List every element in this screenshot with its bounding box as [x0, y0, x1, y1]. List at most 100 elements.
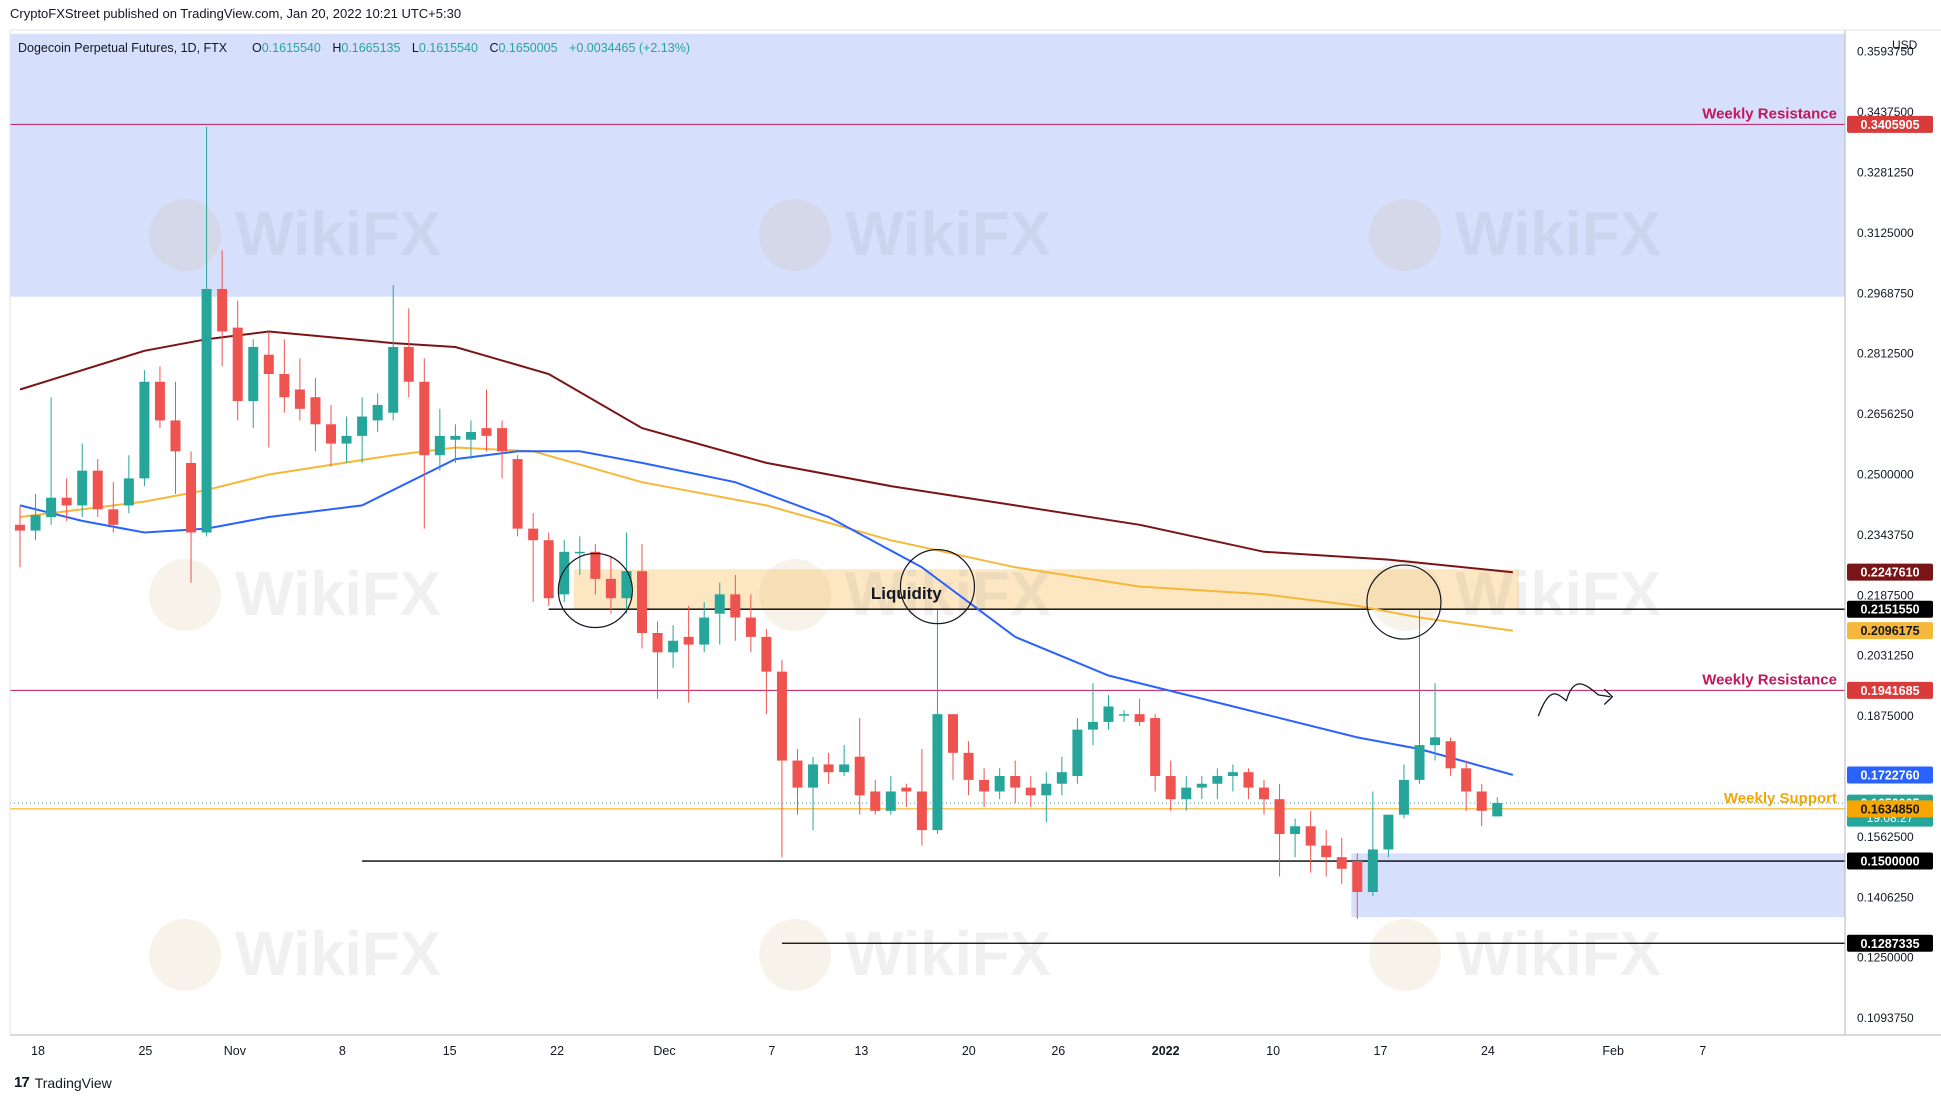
- candle-body: [201, 288, 212, 533]
- watermark-text: WikiFX: [235, 200, 441, 269]
- candle: [1196, 776, 1207, 800]
- candle-body: [263, 354, 274, 375]
- level-label: Weekly Support: [1724, 790, 1837, 807]
- candle: [46, 397, 57, 525]
- candle: [279, 339, 290, 413]
- ohlc-l-label: L: [412, 41, 419, 55]
- wikifx-watermark: WikiFX: [149, 919, 441, 991]
- candle: [808, 756, 819, 831]
- candle: [621, 532, 632, 614]
- candle: [1227, 764, 1238, 792]
- candle: [326, 404, 336, 467]
- candle-body: [1352, 861, 1363, 892]
- candle: [528, 513, 539, 603]
- price-label[interactable]: 0.1287335: [1847, 934, 1933, 952]
- candle-body: [434, 435, 445, 456]
- price-label-text: 0.2247610: [1860, 566, 1919, 580]
- level-label: Weekly Resistance: [1702, 105, 1837, 122]
- price-label[interactable]: 0.1722760: [1847, 766, 1933, 784]
- candle-body: [403, 346, 414, 382]
- candle: [512, 455, 523, 537]
- candle-body: [543, 540, 554, 599]
- candle-body: [1445, 741, 1456, 769]
- candle: [1492, 797, 1503, 817]
- candle: [792, 748, 803, 815]
- candle: [419, 358, 430, 529]
- price-label[interactable]: 0.1634850: [1847, 800, 1933, 818]
- candle-body: [590, 551, 601, 579]
- candle: [403, 308, 414, 398]
- candle: [1072, 718, 1083, 784]
- price-label[interactable]: 0.2151550: [1847, 600, 1933, 618]
- candle-body: [1087, 721, 1098, 730]
- moving-average-line: [19, 446, 1513, 632]
- candle: [1367, 791, 1378, 896]
- candle: [699, 602, 710, 653]
- x-tick-label: 7: [1699, 1044, 1706, 1058]
- candle: [92, 459, 103, 518]
- candle-body: [388, 346, 399, 413]
- liquidity-label: Liquidity: [871, 584, 942, 603]
- candle: [870, 779, 881, 815]
- price-label[interactable]: 0.2247610: [1847, 563, 1933, 581]
- candle-body: [372, 404, 383, 421]
- candle: [357, 397, 368, 463]
- x-tick-label: 15: [443, 1044, 457, 1058]
- candle-body: [186, 462, 197, 533]
- candle-body: [994, 776, 1005, 792]
- x-tick-label: 18: [31, 1044, 45, 1058]
- price-label-bg: [1847, 800, 1933, 818]
- tradingview-brand[interactable]: 17 TradingView: [14, 1074, 112, 1091]
- candle: [263, 331, 274, 448]
- candle: [170, 381, 181, 494]
- candle-body: [1321, 845, 1332, 858]
- wikifx-watermark: WikiFX: [149, 559, 441, 631]
- candle-body: [294, 389, 305, 409]
- candle-body: [808, 764, 819, 788]
- x-tick-label: 26: [1051, 1044, 1065, 1058]
- ohlc-l-value: 0.1615540: [419, 41, 478, 55]
- candle-body: [310, 397, 321, 425]
- price-label-bg: [1847, 852, 1933, 870]
- candle: [730, 575, 741, 641]
- price-label[interactable]: 0.1941685: [1847, 681, 1933, 699]
- candle: [1414, 609, 1425, 784]
- ohlc-h-value: 0.1665135: [341, 41, 400, 55]
- watermark-text: WikiFX: [1455, 920, 1661, 989]
- watermark-logo-icon: [759, 919, 831, 991]
- candle-body: [419, 381, 430, 456]
- candle-body: [1383, 814, 1394, 850]
- watermark-logo-icon: [759, 199, 831, 271]
- candle: [994, 768, 1005, 800]
- candle: [465, 420, 476, 460]
- candle-body: [979, 779, 990, 792]
- candle-body: [279, 374, 290, 398]
- candle: [605, 555, 616, 614]
- y-tick-label: 0.2031250: [1857, 649, 1914, 663]
- candle: [668, 625, 679, 668]
- candle-body: [1259, 787, 1269, 800]
- candle-body: [745, 617, 756, 637]
- price-label-text: 0.1634850: [1860, 802, 1919, 816]
- candle: [1165, 760, 1176, 811]
- price-label[interactable]: 0.2096175: [1847, 622, 1933, 640]
- candle-body: [77, 470, 88, 506]
- price-label[interactable]: 0.3405905: [1847, 115, 1933, 133]
- price-label[interactable]: 0.1500000: [1847, 852, 1933, 870]
- candle: [1445, 737, 1456, 777]
- x-tick-label: 24: [1481, 1044, 1495, 1058]
- candle-body: [668, 640, 679, 653]
- watermark-text: WikiFX: [845, 920, 1051, 989]
- candle: [901, 783, 912, 807]
- chart[interactable]: WikiFX WikiFX WikiFX WikiFX WikiFX WikiFX Wiki…: [0, 0, 1941, 1060]
- candle-body: [1165, 776, 1176, 800]
- price-label-text: 0.1722760: [1860, 768, 1919, 782]
- candle-body: [1336, 857, 1347, 869]
- watermark-logo-icon: [149, 919, 221, 991]
- candle-body: [1367, 849, 1378, 892]
- x-tick-label: Nov: [224, 1044, 247, 1058]
- candle-body: [1134, 714, 1145, 722]
- candle: [139, 370, 150, 487]
- candle: [1181, 776, 1192, 811]
- watermark-text: WikiFX: [1455, 200, 1661, 269]
